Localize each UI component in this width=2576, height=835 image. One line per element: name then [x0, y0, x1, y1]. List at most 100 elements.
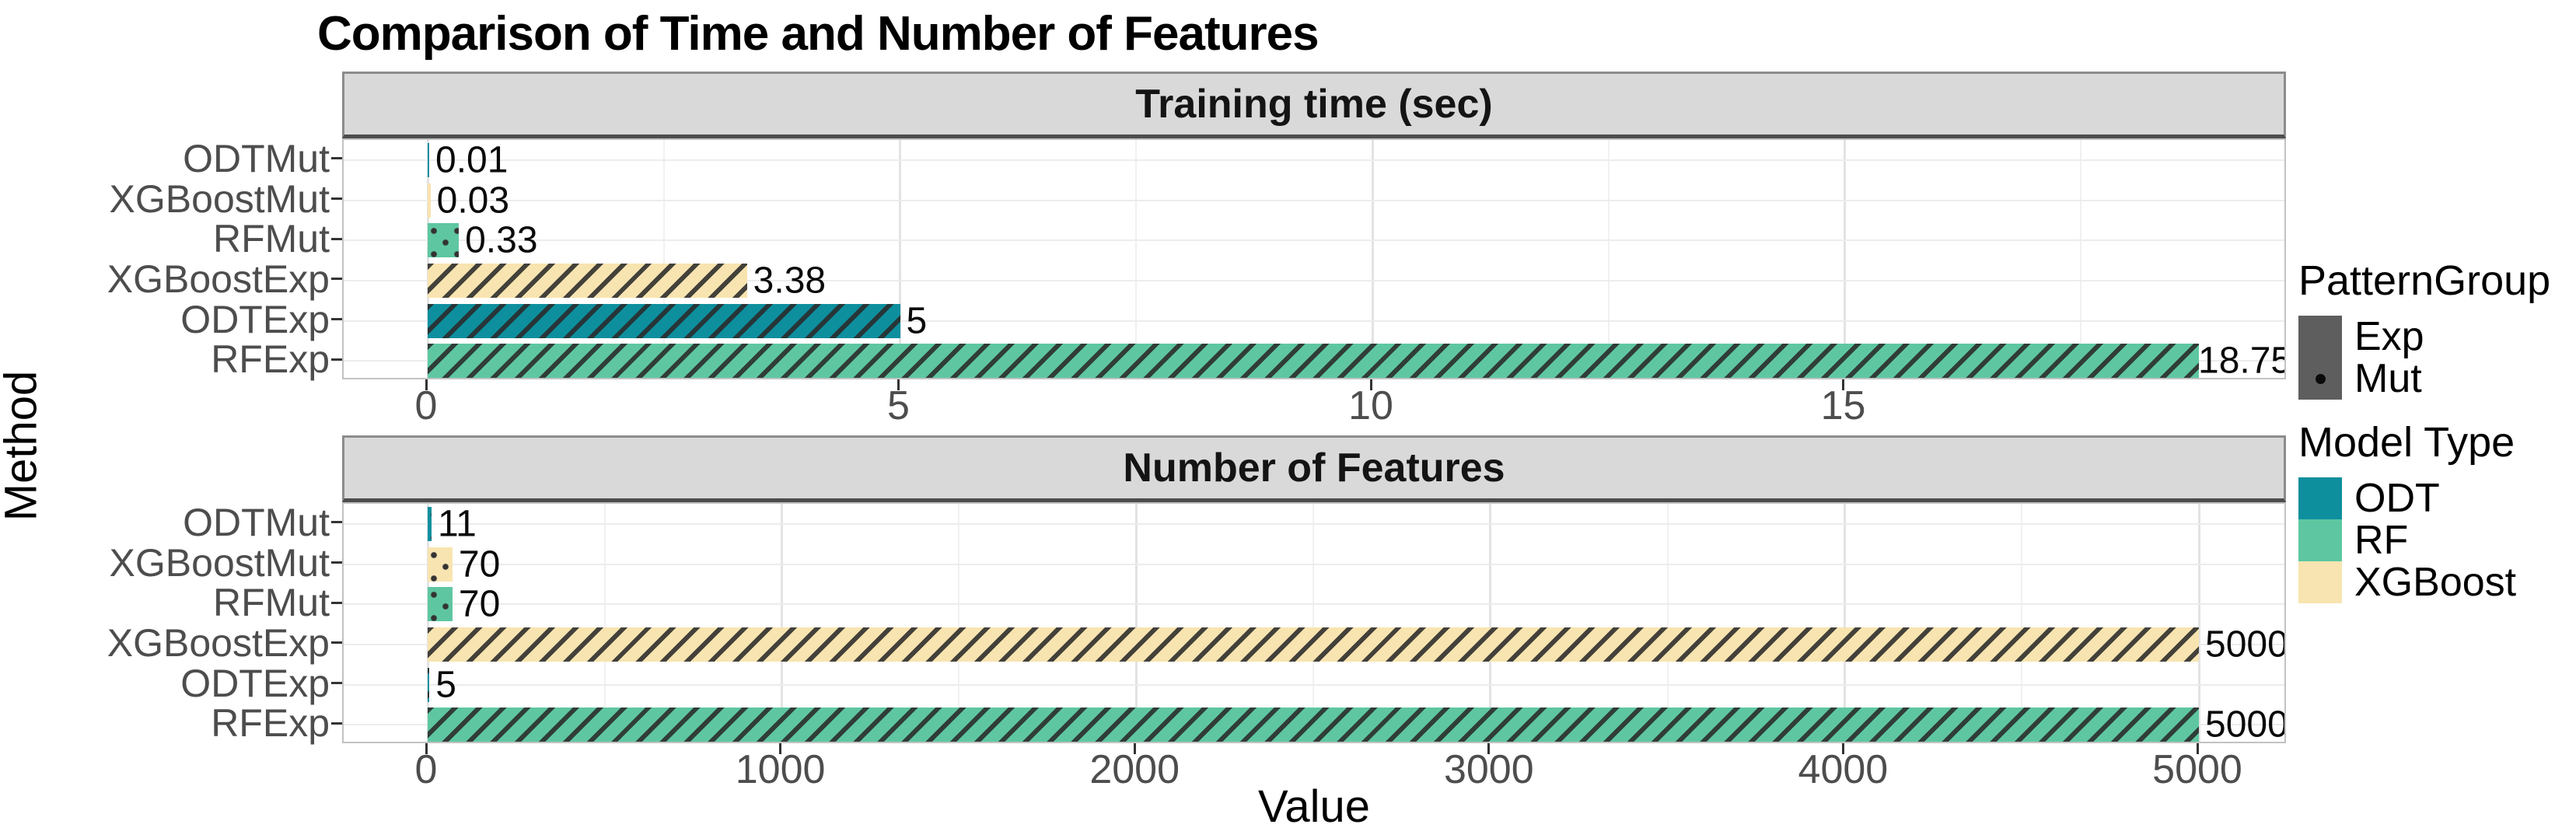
x-tick-label: 2000: [1089, 747, 1180, 792]
x-axis-tick: [1487, 743, 1491, 754]
gridline-major: [1489, 504, 1492, 742]
legend-label-xgboost: XGBoost: [2354, 560, 2517, 605]
bar-value-label: 0.01: [435, 139, 509, 181]
x-tick-label: 0: [414, 383, 438, 428]
y-tick-label: XGBoostExp: [107, 620, 330, 665]
bar-RFExp: [428, 707, 2199, 742]
bar-value-label: 70: [458, 583, 501, 625]
x-tick-label: 3000: [1443, 747, 1534, 792]
gridline-horizontal: [344, 320, 2284, 322]
y-tick-label: XGBoostMut: [109, 540, 330, 585]
x-axis-tick: [779, 743, 782, 754]
facet-panel-0: 0.01 0.03 0.33 3.38 5 18.75: [342, 138, 2286, 379]
facet-strip-title: Training time (sec): [1135, 82, 1493, 127]
bar-ODTExp: [428, 303, 900, 338]
chart-title: Comparison of Time and Number of Feature…: [317, 7, 1319, 61]
x-axis-title: Value: [1257, 781, 1371, 832]
bar-RFMut: [428, 223, 460, 258]
x-tick-label: 15: [1820, 383, 1866, 428]
bar-value-label: 0.03: [436, 180, 510, 221]
y-axis-tick: [331, 641, 342, 645]
bar-XGBoostMut: [428, 183, 431, 218]
y-tick-label: ODTMut: [183, 136, 330, 180]
legend-model-type: Model Type ODT RF XGBoost: [2298, 418, 2517, 605]
x-axis-tick: [2196, 743, 2199, 754]
gridline-minor: [2021, 504, 2023, 742]
gridline-major: [1134, 504, 1138, 742]
facet-strip-1: Number of Features: [342, 435, 2286, 502]
legend-pattern-group: PatternGroup Exp Mut: [2298, 257, 2550, 401]
y-axis-tick: [331, 278, 342, 281]
gridline-horizontal: [344, 603, 2284, 606]
y-axis-tick: [331, 721, 342, 725]
gridline-horizontal: [344, 279, 2284, 281]
x-axis-tick: [1841, 743, 1844, 754]
y-axis-tick: [331, 358, 342, 361]
y-tick-label: RFMut: [213, 217, 330, 261]
gridline-major: [1844, 140, 1846, 378]
y-axis-tick: [331, 237, 342, 240]
bar-value-label: 5000: [2205, 704, 2286, 743]
gridline-minor: [1607, 140, 1610, 378]
legend-item-mut: Mut: [2298, 356, 2550, 401]
x-tick-label: 0: [414, 747, 438, 792]
facet-strip-0: Training time (sec): [342, 72, 2286, 138]
bar-value-label: 18.75: [2198, 340, 2286, 379]
bar-ODTMut: [428, 506, 432, 541]
mut-dot-icon: [2315, 373, 2326, 384]
gridline-major: [1843, 504, 1846, 742]
legend-model-type-title: Model Type: [2298, 419, 2515, 466]
gridline-major: [426, 504, 429, 742]
legend-label-odt: ODT: [2354, 476, 2440, 521]
facet-panel-1: 11 70 70 5000 5 5000: [342, 502, 2286, 743]
y-axis-tick: [331, 197, 342, 200]
legend-label-exp: Exp: [2354, 314, 2424, 359]
gridline-horizontal: [344, 522, 2284, 525]
gridline-minor: [662, 140, 665, 378]
bar-XGBoostExp: [428, 263, 747, 298]
gridline-major: [1371, 140, 1374, 378]
gridline-minor: [1666, 504, 1669, 742]
gridline-horizontal: [344, 683, 2284, 686]
y-tick-label: ODTExp: [180, 661, 330, 705]
x-axis-tick: [897, 379, 900, 390]
y-axis-tick: [331, 561, 342, 564]
bar-value-label: 0.33: [465, 219, 538, 261]
gridline-horizontal: [344, 159, 2284, 161]
bar-value-label: 5000: [2205, 624, 2286, 666]
y-axis-title: Method: [0, 370, 47, 522]
bar-XGBoostExp: [428, 627, 2199, 662]
gridline-horizontal: [344, 239, 2284, 242]
y-axis-tick: [331, 682, 342, 684]
legend-label-mut: Mut: [2354, 356, 2422, 401]
y-axis-tick: [331, 157, 342, 160]
bar-value-label: 5: [435, 664, 456, 705]
y-tick-label: ODTExp: [180, 297, 330, 341]
facet-strip-title: Number of Features: [1123, 445, 1505, 491]
x-axis-tick: [425, 743, 428, 754]
legend-item-xgboost: XGBoost: [2298, 560, 2517, 605]
x-tick-label: 5: [887, 383, 910, 428]
legend-item-rf: RF: [2298, 518, 2516, 563]
gridline-major: [426, 140, 429, 378]
x-tick-label: 5000: [2152, 747, 2242, 792]
bar-ODTExp: [428, 667, 430, 702]
y-tick-label: XGBoostExp: [107, 257, 330, 301]
bar-value-label: 11: [438, 503, 477, 545]
x-axis-tick: [425, 379, 428, 390]
legend-label-rf: RF: [2354, 518, 2409, 563]
y-axis-tick: [331, 521, 342, 524]
legend-key-mut-swatch: [2298, 358, 2342, 400]
gridline-minor: [1312, 504, 1314, 742]
gridline-major: [2197, 504, 2200, 742]
legend-item-odt: ODT: [2298, 476, 2516, 521]
bar-value-label: 3.38: [753, 260, 827, 302]
y-tick-label: XGBoostMut: [109, 176, 330, 221]
bar-value-label: 70: [458, 543, 501, 585]
bar-value-label: 5: [906, 300, 928, 341]
legend-item-exp: Exp: [2298, 314, 2550, 359]
gridline-minor: [603, 504, 606, 742]
x-axis-tick: [1369, 379, 1372, 390]
legend-key-exp-swatch: [2298, 316, 2342, 358]
